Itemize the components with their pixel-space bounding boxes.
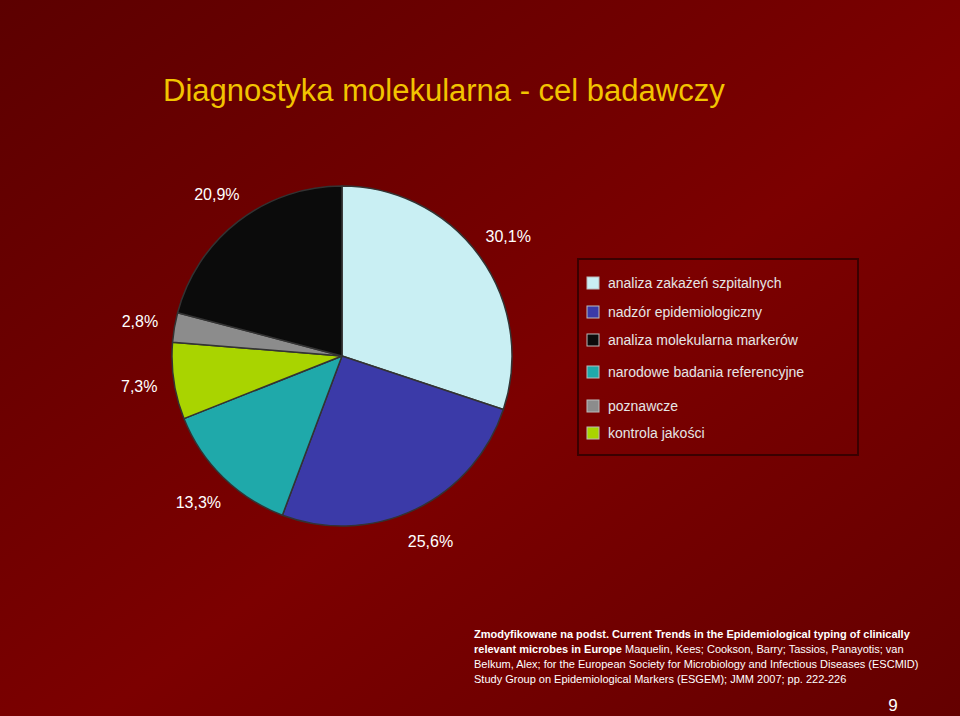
legend-swatch <box>587 306 599 318</box>
legend-label: poznawcze <box>608 398 678 414</box>
data-label: 30,1% <box>486 228 531 245</box>
legend-swatch <box>587 366 599 378</box>
data-label: 20,9% <box>194 186 239 203</box>
legend-label: analiza molekularna markerów <box>608 332 799 348</box>
slide: Diagnostyka molekularna - cel badawczy 30… <box>0 0 960 716</box>
legend-label: nadzór epidemiologiczny <box>608 304 762 320</box>
page-number: 9 <box>888 696 897 715</box>
legend-label: narodowe badania referencyjne <box>608 364 804 380</box>
pie-slice <box>178 186 342 356</box>
legend: analiza zakażeń szpitalnych nadzór epidem… <box>578 259 858 455</box>
legend-swatch <box>587 334 599 346</box>
legend-label: kontrola jakości <box>608 425 705 441</box>
source-note: Zmodyfikowane na podst. Current Trends i… <box>474 627 924 687</box>
legend-label: analiza zakażeń szpitalnych <box>608 275 782 291</box>
data-labels: 30,1% 25,6% 13,3% 7,3% 2,8% 20,9% <box>121 186 531 550</box>
data-label: 13,3% <box>176 494 221 511</box>
background <box>0 0 960 716</box>
legend-swatch <box>587 400 599 412</box>
data-label: 2,8% <box>122 313 158 330</box>
data-label: 7,3% <box>121 378 157 395</box>
title: Diagnostyka molekularna - cel badawczy <box>163 73 725 108</box>
pie <box>172 186 512 526</box>
legend-frame <box>578 259 858 455</box>
legend-swatch <box>587 427 599 439</box>
legend-swatch <box>587 277 599 289</box>
data-label: 25,6% <box>408 533 453 550</box>
